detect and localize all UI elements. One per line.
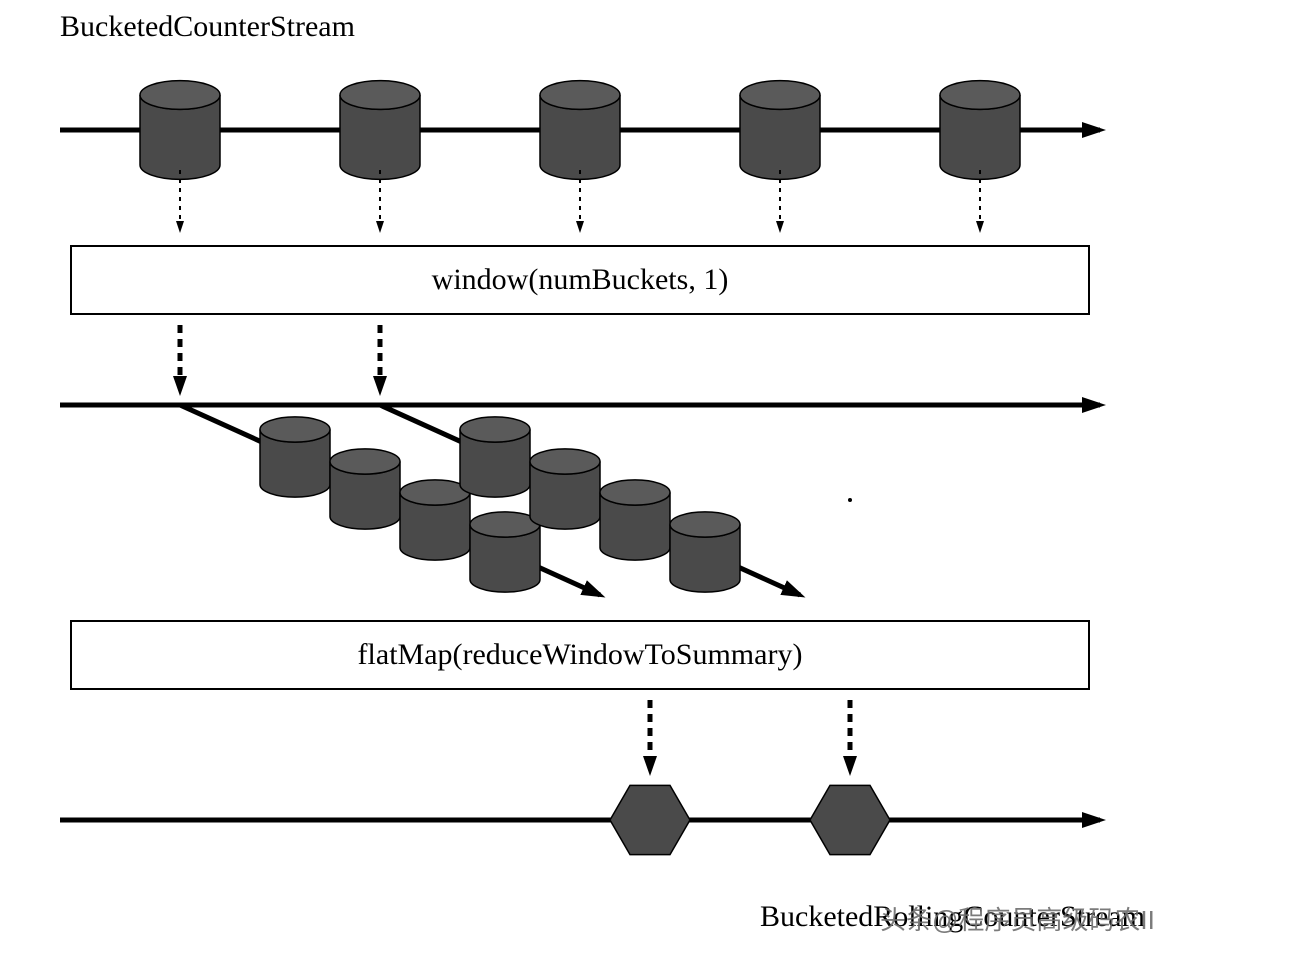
diagram-svg	[0, 0, 1297, 954]
bucket-cylinder-icon	[740, 81, 820, 180]
hexagon-icon	[610, 785, 690, 854]
hexagon-icon	[810, 785, 890, 854]
watermark: 头条@程序员高级码农II	[880, 900, 1155, 937]
op-flatmap-box: flatMap(reduceWindowToSummary)	[70, 620, 1090, 690]
window-bucket-icon	[260, 417, 330, 497]
bucket-cylinder-icon	[540, 81, 620, 180]
window-bucket-icon	[670, 512, 740, 592]
window-bucket-icon	[460, 417, 530, 497]
window-bucket-icon	[530, 449, 600, 529]
window-bucket-icon	[400, 480, 470, 560]
bucket-cylinder-icon	[940, 81, 1020, 180]
window-bucket-icon	[470, 512, 540, 592]
window-bucket-icon	[600, 480, 670, 560]
title-top: BucketedCounterStream	[60, 10, 355, 44]
window-bucket-icon	[330, 449, 400, 529]
bucket-cylinder-icon	[140, 81, 220, 180]
bucket-cylinder-icon	[340, 81, 420, 180]
op-window-box: window(numBuckets, 1)	[70, 245, 1090, 315]
op-window-label: window(numBuckets, 1)	[432, 263, 729, 297]
diagram-canvas: BucketedCounterStream window(numBuckets,…	[0, 0, 1297, 954]
op-flatmap-label: flatMap(reduceWindowToSummary)	[358, 638, 803, 672]
